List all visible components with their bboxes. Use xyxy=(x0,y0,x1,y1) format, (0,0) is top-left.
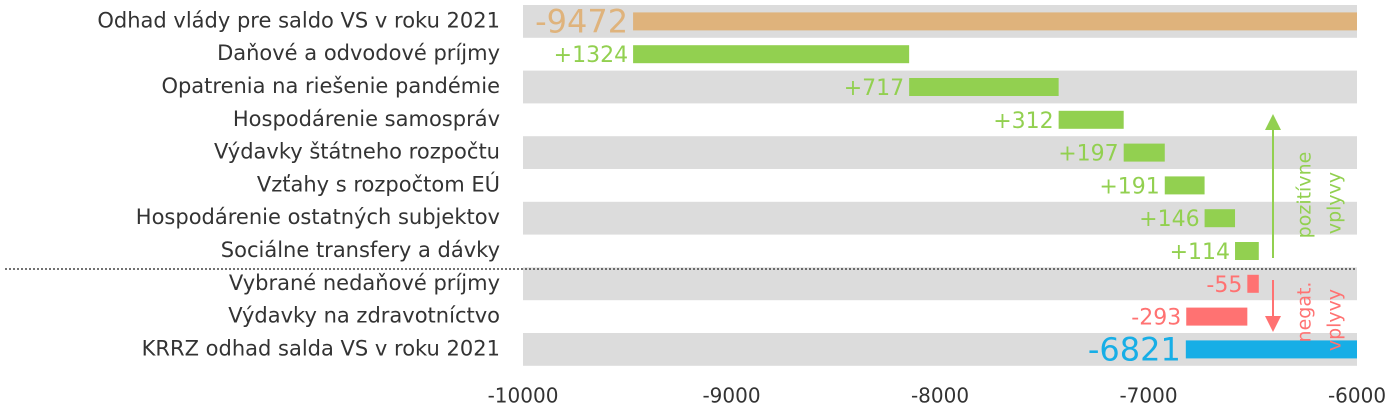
bar xyxy=(1164,176,1205,195)
annotation: vplyvy xyxy=(1324,289,1346,351)
category-label: Vybrané nedaňové príjmy xyxy=(229,271,500,295)
x-tick-label: -6000 xyxy=(1328,384,1386,408)
x-tick-label: -7000 xyxy=(1119,384,1177,408)
category-label: Výdavky štátneho rozpočtu xyxy=(214,140,500,164)
category-label: KRRZ odhad salda VS v roku 2021 xyxy=(142,336,500,360)
bar xyxy=(1123,143,1165,162)
value-label: -9472 xyxy=(535,2,628,40)
category-label: Sociálne transfery a dávky xyxy=(221,238,500,262)
bar xyxy=(1204,209,1236,228)
category-label: Hospodárenie ostatných subjektov xyxy=(136,205,500,229)
annotation: pozitívne xyxy=(1294,152,1316,239)
category-label: Vzťahy s rozpočtom EÚ xyxy=(257,171,500,196)
value-label: +146 xyxy=(1139,207,1199,232)
row-band xyxy=(523,136,1357,169)
value-label: -293 xyxy=(1131,306,1181,331)
x-tick-label: -10000 xyxy=(488,384,559,408)
bar xyxy=(909,78,1059,96)
value-label: -6821 xyxy=(1088,330,1181,368)
value-label: +1324 xyxy=(554,43,628,68)
bar xyxy=(633,45,910,64)
annotation: vplyvy xyxy=(1324,172,1346,234)
value-label: +191 xyxy=(1099,174,1159,199)
value-label: -55 xyxy=(1206,273,1242,298)
bar xyxy=(633,12,1357,31)
category-label: Výdavky na zdravotníctvo xyxy=(228,304,500,328)
value-label: +312 xyxy=(993,109,1053,134)
bar xyxy=(1247,274,1259,293)
bar xyxy=(1058,110,1124,129)
category-label: Odhad vlády pre saldo VS v roku 2021 xyxy=(97,8,500,32)
bar xyxy=(1185,340,1357,359)
row-band xyxy=(523,267,1357,301)
x-tick-label: -9000 xyxy=(702,384,760,408)
category-label: Daňové a odvodové príjmy xyxy=(217,41,500,65)
value-label: +197 xyxy=(1058,142,1118,167)
bar xyxy=(1235,242,1259,260)
value-label: +717 xyxy=(844,76,904,101)
value-label: +114 xyxy=(1170,240,1230,265)
category-label: Hospodárenie samospráv xyxy=(233,107,500,131)
category-label: Opatrenia na riešenie pandémie xyxy=(161,74,500,98)
x-tick-label: -8000 xyxy=(911,384,969,408)
bar xyxy=(1186,307,1248,326)
annotation: negat. xyxy=(1294,282,1316,343)
